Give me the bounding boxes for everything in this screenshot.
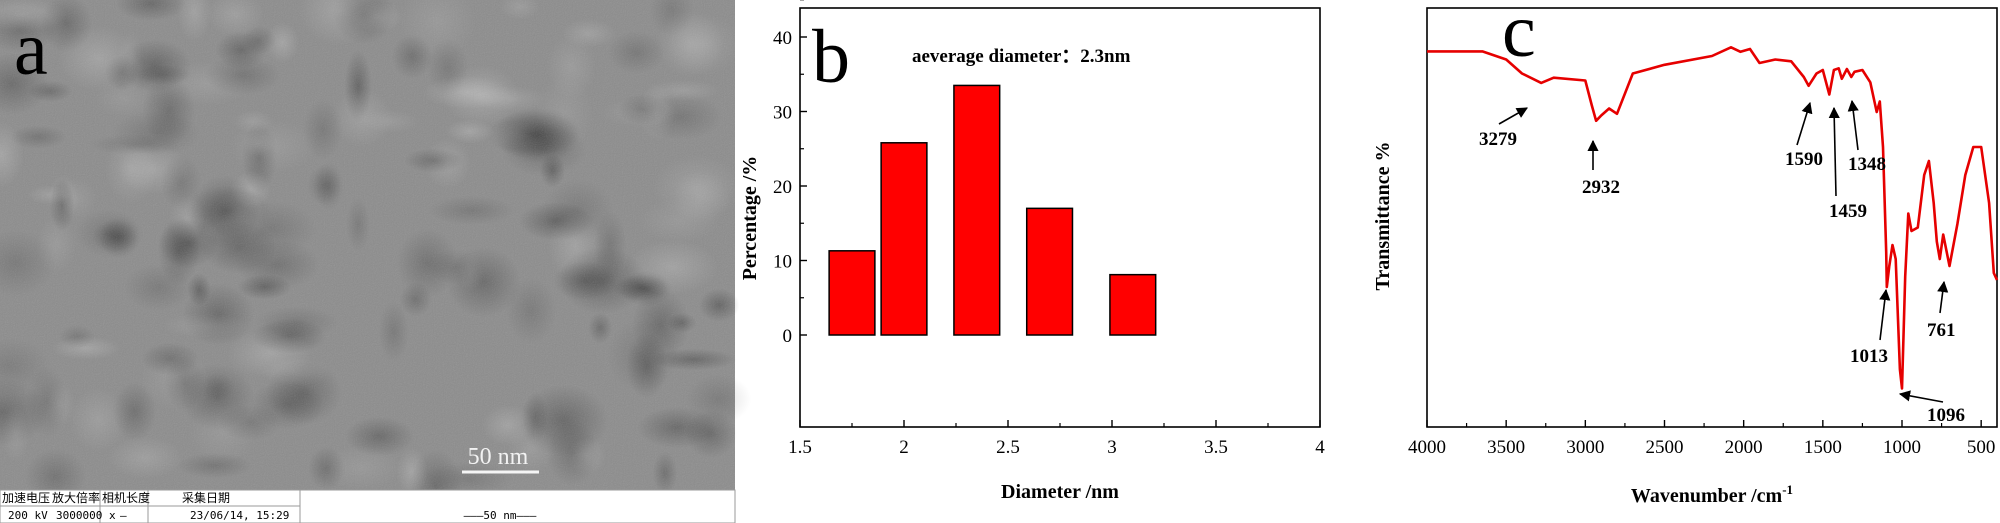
info-scale-text: ———50 nm——— (464, 509, 537, 522)
ftir-panel: 4000 3500 3000 2500 2000 1500 1000 500 3279 2932… (1372, 0, 1999, 507)
info-value-date: 23/06/14, 15:29 (190, 509, 289, 522)
ftir-y-title: Transmittance % (1372, 141, 1394, 290)
info-value-voltage: 200 kV (8, 509, 48, 522)
ftir-x-tick-label: 4000 (1408, 437, 1446, 458)
info-header-voltage: 加速电压 (2, 491, 50, 505)
histogram-x-tick-label: 4 (1315, 437, 1325, 458)
histogram-y-title: Percentage /% (739, 156, 761, 281)
histogram-x-tick-label: 2 (899, 437, 909, 458)
ftir-x-tick-label: 1500 (1804, 437, 1842, 458)
ftir-x-title-text: Wavenumber /cm (1631, 485, 1783, 507)
ftir-peak-label: 1096 (1927, 405, 1965, 426)
ftir-peak-arrow (1847, 99, 1859, 151)
ftir-x-title-superscript: -1 (1782, 482, 1793, 497)
histogram-bar (828, 250, 876, 336)
ftir-peak-arrow (1879, 288, 1891, 341)
panel-label-c: c (1502, 0, 1536, 73)
histogram-x-title: Diameter /nm (1001, 481, 1119, 503)
ftir-x-title: Wavenumber /cm-1 (1631, 482, 1793, 507)
ftir-x-tick-label: 3500 (1487, 437, 1525, 458)
histogram-x-tick-label: 3 (1107, 437, 1117, 458)
info-header-magnification: 放大倍率 (52, 490, 100, 505)
histogram-x-tick-label: 1.5 (788, 437, 812, 458)
ftir-peak-arrow (1898, 390, 1944, 403)
ftir-peak-label: 1348 (1848, 154, 1886, 175)
ftir-x-tick-label: 2000 (1725, 437, 1763, 458)
ftir-peak-label: 1459 (1829, 201, 1867, 222)
scale-bar-label: 50 nm (468, 444, 529, 470)
ftir-peak-label: 761 (1927, 320, 1956, 341)
histogram-annotation: aeverage diameter：2.3nm (912, 46, 1131, 67)
histogram-y-tick-label: 10 (773, 252, 792, 273)
panel-label-b: b (812, 15, 850, 99)
ftir-peak-arrow (1796, 101, 1813, 146)
info-value-camera-length: – (120, 509, 127, 522)
ftir-peak-label: 1013 (1850, 346, 1888, 367)
histogram-y-tick-label: 0 (783, 326, 793, 347)
histogram-bar (1109, 273, 1157, 336)
ftir-spectrum-line (1427, 46, 1999, 390)
ftir-peak-label: 1590 (1785, 149, 1823, 170)
ftir-peak-label: 3279 (1479, 129, 1517, 150)
histogram-bar (1025, 207, 1074, 336)
ftir-ticks: 4000 3500 3000 2500 2000 1500 1000 500 (1408, 420, 1995, 458)
info-header-date: 采集日期 (182, 490, 230, 505)
ftir-peak-labels: 3279 2932 1590 1459 1348 1013 1096 761 (1479, 99, 1965, 426)
histogram-y-tick-label: 20 (773, 177, 792, 198)
ftir-frame (1426, 7, 1998, 428)
ftir-peak-arrow (1498, 107, 1528, 125)
info-value-magnification: 3000000 x (56, 509, 116, 522)
info-header-camera-length: 相机长度 (102, 490, 150, 505)
panel-label-a: a (14, 7, 48, 91)
histogram-bar (880, 142, 928, 336)
ftir-x-tick-label: 3000 (1566, 437, 1604, 458)
ftir-x-tick-label: 1000 (1883, 437, 1921, 458)
ftir-x-tick-label: 2500 (1646, 437, 1684, 458)
ftir-peak-arrow (1828, 106, 1840, 197)
ftir-x-tick-label: 500 (1967, 437, 1996, 458)
tem-panel: a 50 nm 加速电压 放大倍率 相机长度 采集日期 200 kV 30000… (0, 0, 752, 523)
histogram-y-tick-label: 30 (773, 103, 792, 124)
ftir-peak-label: 2932 (1582, 177, 1620, 198)
tem-info-bar: 加速电压 放大倍率 相机长度 采集日期 200 kV 3000000 x – 2… (0, 489, 736, 523)
histogram-x-tick-label: 3.5 (1204, 437, 1228, 458)
histogram-bar (953, 84, 1001, 336)
histogram-y-tick-label: 40 (773, 28, 792, 49)
histogram-x-tick-label: 2.5 (996, 437, 1020, 458)
tem-grain (0, 0, 735, 490)
ftir-peak-arrow (1937, 280, 1949, 314)
histogram-bars (828, 84, 1157, 336)
